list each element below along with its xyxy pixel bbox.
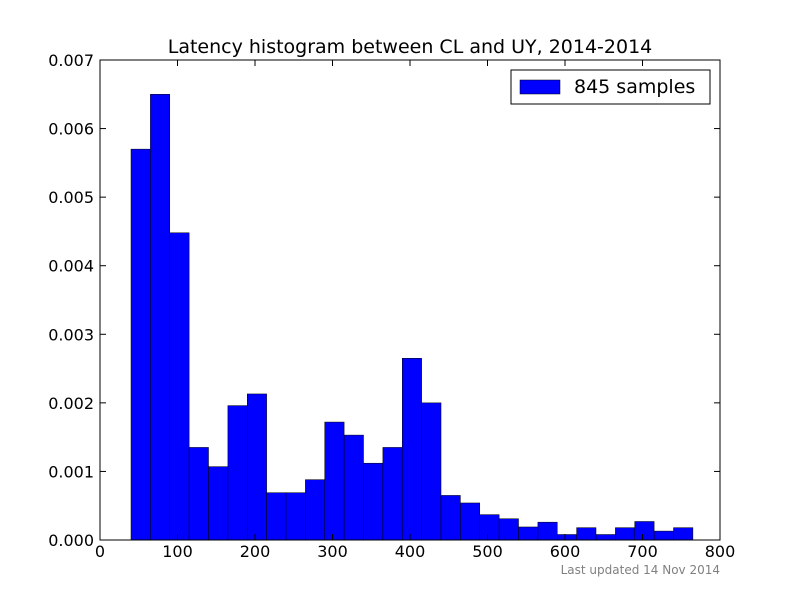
last-updated-note: Last updated 14 Nov 2014 [561, 563, 720, 577]
histogram-bar [479, 514, 500, 541]
histogram-bar [169, 232, 190, 541]
x-tick-label: 200 [240, 542, 271, 561]
bars-layer [130, 94, 694, 541]
histogram-bar [188, 447, 209, 541]
y-tick-label: 0.002 [48, 394, 94, 413]
x-tick-label: 500 [472, 542, 503, 561]
histogram-bar [285, 492, 306, 541]
ticks-layer: 0 100 200 300 400 500 600 700 800 0.000 0.001 0.002… [48, 51, 735, 561]
x-tick-label: 400 [395, 542, 426, 561]
histogram-bar [615, 527, 636, 541]
histogram-bar [498, 518, 519, 541]
y-tick-label: 0.001 [48, 462, 94, 481]
y-tick-label: 0.007 [48, 51, 94, 70]
y-tick-label: 0.000 [48, 531, 94, 550]
x-tick-label: 100 [162, 542, 193, 561]
histogram-bar [227, 405, 248, 541]
x-tick-label: 800 [705, 542, 736, 561]
x-tick-label: 600 [550, 542, 581, 561]
y-tick-label: 0.004 [48, 257, 94, 276]
histogram-bar [382, 447, 403, 541]
x-tick-label: 300 [317, 542, 348, 561]
histogram-bar [557, 534, 577, 541]
legend-label: 845 samples [574, 76, 695, 98]
histogram-bar [343, 434, 364, 541]
histogram-bar [402, 358, 422, 541]
histogram-bar [653, 530, 674, 541]
histogram-bar [266, 492, 287, 541]
histogram-bar [634, 521, 655, 541]
legend: 845 samples [510, 69, 711, 105]
y-tick-label: 0.003 [48, 325, 94, 344]
histogram-bar [595, 534, 616, 541]
histogram-bar [460, 502, 481, 541]
histogram-bar [305, 479, 326, 541]
histogram-bar [363, 462, 384, 541]
histogram-bar [130, 148, 151, 541]
histogram-bar [421, 402, 442, 541]
y-tick-label: 0.006 [48, 120, 94, 139]
histogram-bar [150, 94, 171, 541]
histogram-bar [208, 466, 229, 541]
histogram-bar [518, 526, 539, 541]
y-tick-label: 0.005 [48, 188, 94, 207]
chart-title: Latency histogram between CL and UY, 201… [168, 36, 653, 58]
histogram-bar [247, 393, 267, 541]
histogram-bar [324, 421, 345, 541]
x-tick-label: 700 [627, 542, 658, 561]
histogram-bar [440, 495, 461, 541]
histogram-bar [576, 527, 597, 541]
legend-swatch [519, 79, 561, 95]
histogram-bar [673, 527, 694, 541]
histogram-bar [537, 521, 558, 541]
x-tick-label: 0 [95, 542, 105, 561]
